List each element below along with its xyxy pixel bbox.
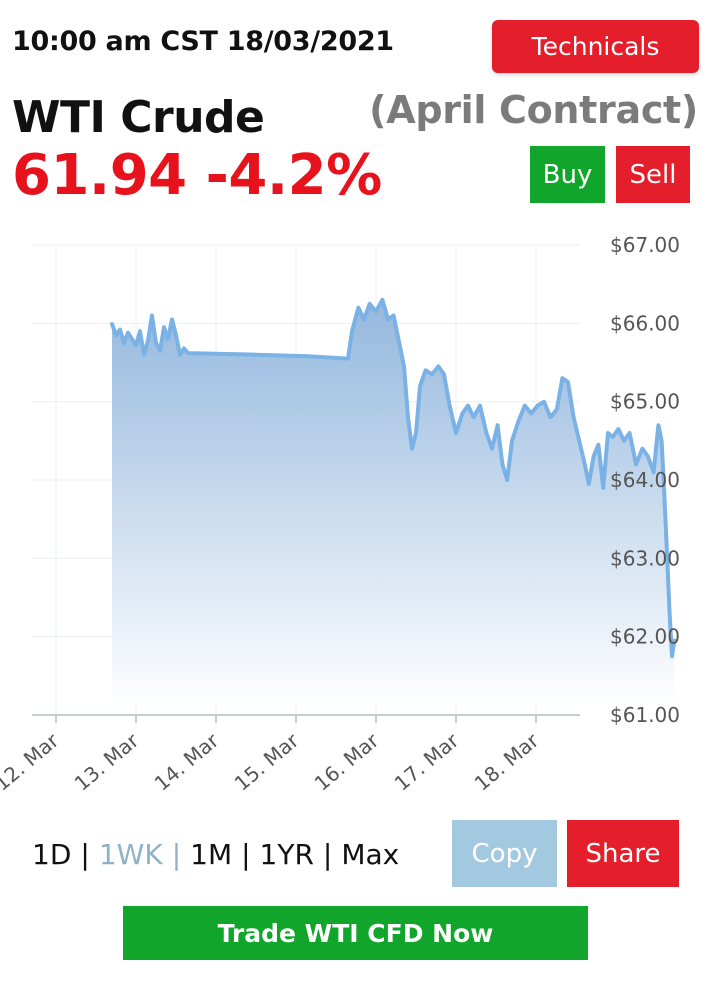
range-separator: |: [241, 838, 251, 871]
copy-button[interactable]: Copy: [452, 820, 557, 887]
x-tick-label: 16. Mar: [310, 728, 384, 796]
y-tick-label: $67.00: [610, 233, 680, 257]
x-tick-label: 14. Mar: [150, 728, 224, 796]
technicals-button[interactable]: Technicals: [492, 20, 699, 73]
range-option-max[interactable]: Max: [341, 838, 400, 871]
share-button[interactable]: Share: [567, 820, 679, 887]
x-axis-labels: 12. Mar 13. Mar 14. Mar 15. Mar 16. Mar 17. M…: [0, 715, 544, 796]
x-tick-label: 17. Mar: [390, 728, 464, 796]
range-selector: 1D | 1WK | 1M | 1YR | Max: [32, 838, 399, 871]
range-option-1d[interactable]: 1D: [32, 838, 72, 871]
x-tick-label: 12. Mar: [0, 728, 64, 796]
y-tick-label: $66.00: [610, 311, 680, 335]
instrument-name: WTI Crude: [12, 92, 265, 143]
y-axis-labels: $61.00 $62.00 $63.00 $64.00 $65.00 $66.00 $67.…: [610, 233, 680, 727]
range-option-1yr[interactable]: 1YR: [259, 838, 314, 871]
buy-button[interactable]: Buy: [530, 146, 605, 203]
x-tick-label: 13. Mar: [70, 728, 144, 796]
quote-timestamp: 10:00 am CST 18/03/2021: [12, 26, 394, 57]
range-separator: |: [171, 838, 182, 871]
range-separator: |: [80, 838, 90, 871]
range-option-1wk[interactable]: 1WK: [98, 838, 163, 871]
price-change: 61.94 -4.2%: [12, 143, 382, 208]
y-tick-label: $63.00: [610, 546, 680, 570]
price-area-fill: [112, 299, 675, 705]
trade-cfd-button[interactable]: Trade WTI CFD Now: [123, 906, 588, 960]
x-tick-label: 15. Mar: [230, 728, 304, 796]
y-tick-label: $61.00: [610, 703, 680, 727]
price-chart: $61.00 $62.00 $63.00 $64.00 $65.00 $66.00 $67.…: [0, 233, 680, 796]
price-line: [110, 297, 677, 659]
range-option-1m[interactable]: 1M: [190, 838, 233, 871]
y-tick-label: $65.00: [610, 390, 680, 414]
range-separator: |: [322, 838, 333, 871]
y-tick-label: $64.00: [610, 468, 680, 492]
x-tick-label: 18. Mar: [470, 728, 544, 796]
sell-button[interactable]: Sell: [616, 146, 690, 203]
y-tick-label: $62.00: [610, 625, 680, 649]
contract-label: (April Contract): [369, 88, 698, 132]
